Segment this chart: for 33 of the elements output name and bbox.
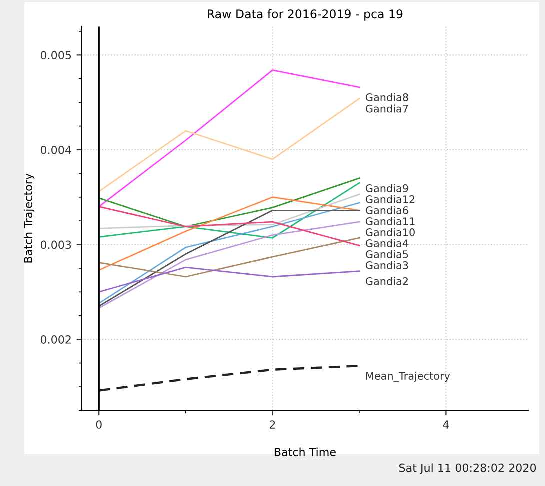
series-label: Gandia4 (366, 239, 408, 248)
chart-title: Raw Data for 2016-2019 - pca 19 (208, 9, 403, 21)
series-label: Gandia9 (366, 184, 408, 192)
line-series (98, 266, 360, 293)
y-tick-label: 0.003 (40, 240, 72, 250)
y-tick-label: 0.004 (40, 146, 72, 154)
series-label: Gandia5 (366, 250, 408, 258)
line-series (98, 70, 360, 208)
y-axis-title: Batch Trajectory (24, 174, 35, 263)
line-series (98, 98, 360, 192)
line-series (98, 196, 360, 272)
series-label: Gandia12 (366, 195, 415, 204)
line-series (98, 206, 360, 246)
series-label: Gandia8 (366, 93, 408, 102)
series-label: Gandia11 (366, 217, 415, 226)
line-series (98, 237, 360, 278)
text: Sat Jul 11 00:28:02 2020 (399, 464, 536, 474)
series-label: Gandia7 (366, 104, 408, 113)
line-series (98, 182, 360, 239)
line-series (98, 194, 360, 230)
y-tick-label: 0.005 (40, 51, 72, 60)
series-label: Gandia6 (366, 206, 408, 214)
x-tick-label: 2 (270, 420, 276, 429)
series-label: Gandia10 (366, 228, 415, 236)
x-axis-title: Batch Time (274, 448, 336, 456)
series-label: Gandia3 (366, 261, 408, 270)
line-series (98, 178, 360, 228)
x-tick-label: 0 (96, 420, 102, 429)
y-tick-label: 0.002 (40, 336, 71, 344)
series-label: Mean_Trajectory (366, 372, 450, 382)
x-tick-label: 4 (443, 420, 450, 429)
series-label: Gandia2 (366, 277, 408, 286)
line-series (98, 365, 361, 392)
